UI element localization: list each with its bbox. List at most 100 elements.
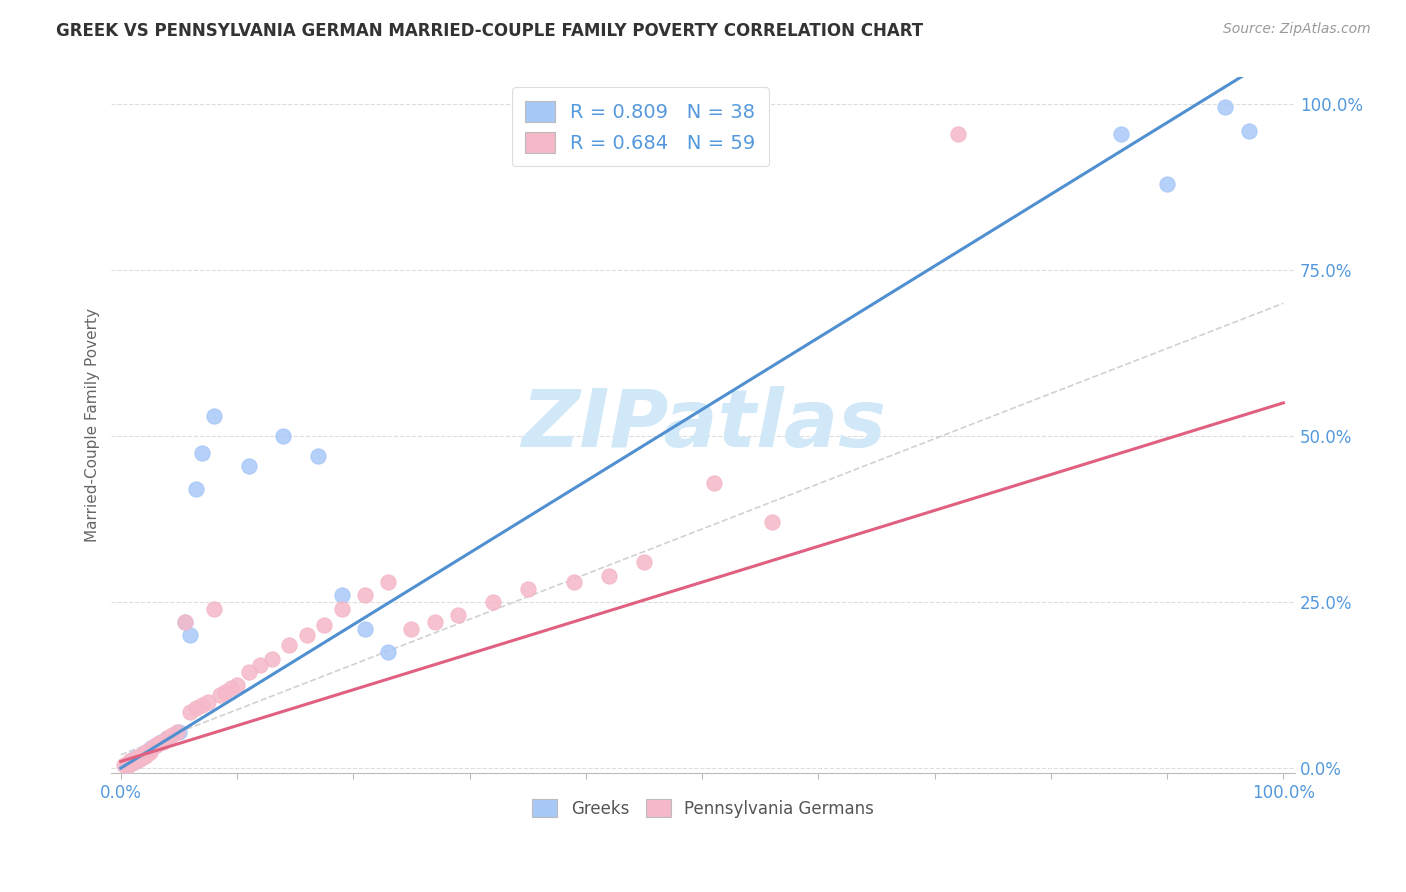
Point [132,747,155,761]
Point [377,645,399,659]
Point [173,615,195,629]
Point [307,449,329,463]
Point [122,755,145,769]
Point [1237,123,1260,137]
Point [197,695,219,709]
Point [118,756,141,770]
Point [134,749,156,764]
Text: GREEK VS PENNSYLVANIA GERMAN MARRIED-COUPLE FAMILY POVERTY CORRELATION CHART: GREEK VS PENNSYLVANIA GERMAN MARRIED-COU… [56,22,924,40]
Point [1213,100,1236,114]
Point [377,575,399,590]
Point [142,739,165,754]
Point [761,516,783,530]
Point [145,738,167,752]
Point [129,752,152,766]
Point [125,752,148,766]
Text: ZIPatlas: ZIPatlas [520,386,886,465]
Point [208,688,231,702]
Point [156,731,179,746]
Point [112,758,135,772]
Point [562,575,585,590]
Point [354,622,377,636]
Point [132,747,155,762]
Point [179,705,201,719]
Point [121,753,143,767]
Point [141,741,163,756]
Point [132,749,155,764]
Point [249,658,271,673]
Point [136,747,159,761]
Point [278,638,301,652]
Point [354,589,377,603]
Point [121,753,143,767]
Point [260,651,283,665]
Point [156,731,179,746]
Point [125,752,148,766]
Point [401,622,423,636]
Point [120,756,142,771]
Legend: Greeks, Pennsylvania Germans: Greeks, Pennsylvania Germans [526,792,880,824]
Point [131,750,153,764]
Point [135,745,157,759]
Point [273,429,295,443]
Point [115,757,138,772]
Point [129,749,152,764]
Point [127,753,149,767]
Point [138,742,160,756]
Point [946,127,969,141]
Point [139,745,162,759]
Point [186,701,208,715]
Point [160,728,183,742]
Point [238,665,260,679]
Point [238,458,260,473]
Point [219,681,242,696]
Point [128,749,150,764]
Point [118,755,141,769]
Point [330,601,353,615]
Point [131,747,153,762]
Point [1109,127,1132,141]
Point [1156,177,1178,191]
Point [481,595,503,609]
Point [124,754,146,768]
Y-axis label: Married-Couple Family Poverty: Married-Couple Family Poverty [86,309,100,542]
Point [152,734,174,748]
Point [127,750,149,764]
Point [186,482,208,496]
Point [115,757,138,772]
Point [118,757,141,772]
Point [166,724,188,739]
Point [125,751,148,765]
Point [633,555,655,569]
Point [295,628,318,642]
Point [214,684,236,698]
Point [118,755,141,769]
Point [122,755,145,769]
Point [167,724,190,739]
Point [139,741,162,756]
Point [423,615,446,629]
Point [117,756,139,770]
Point [516,582,538,596]
Point [145,738,167,752]
Point [191,698,214,712]
Point [125,754,148,768]
Point [128,752,150,766]
Point [202,409,225,424]
Point [447,608,470,623]
Point [179,628,201,642]
Point [226,678,249,692]
Point [330,589,353,603]
Point [132,747,155,761]
Point [124,751,146,765]
Point [173,615,195,629]
Point [135,745,157,759]
Point [191,445,214,459]
Point [202,601,225,615]
Point [314,618,336,632]
Point [120,756,142,771]
Point [150,734,173,748]
Point [138,742,160,756]
Text: Source: ZipAtlas.com: Source: ZipAtlas.com [1223,22,1371,37]
Point [598,568,620,582]
